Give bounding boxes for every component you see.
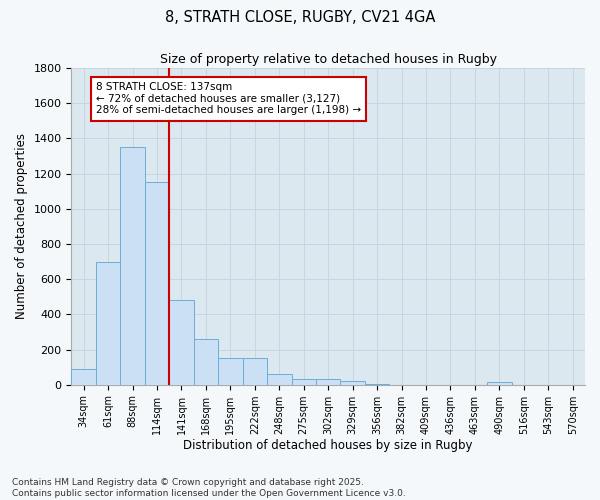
Bar	[121, 147, 145, 384]
Bar	[316, 380, 340, 384]
Bar	[218, 358, 242, 384]
Title: Size of property relative to detached houses in Rugby: Size of property relative to detached ho…	[160, 52, 497, 66]
Y-axis label: Number of detached properties: Number of detached properties	[15, 134, 28, 320]
Bar	[242, 358, 267, 384]
Bar	[145, 182, 169, 384]
Bar	[292, 380, 316, 384]
Bar	[340, 381, 365, 384]
Bar	[169, 300, 194, 384]
Text: 8, STRATH CLOSE, RUGBY, CV21 4GA: 8, STRATH CLOSE, RUGBY, CV21 4GA	[165, 10, 435, 25]
Bar	[194, 339, 218, 384]
Bar	[96, 262, 121, 384]
Bar	[71, 369, 96, 384]
Bar	[487, 382, 512, 384]
Text: Contains HM Land Registry data © Crown copyright and database right 2025.
Contai: Contains HM Land Registry data © Crown c…	[12, 478, 406, 498]
Bar	[267, 374, 292, 384]
X-axis label: Distribution of detached houses by size in Rugby: Distribution of detached houses by size …	[184, 440, 473, 452]
Text: 8 STRATH CLOSE: 137sqm
← 72% of detached houses are smaller (3,127)
28% of semi-: 8 STRATH CLOSE: 137sqm ← 72% of detached…	[96, 82, 361, 116]
